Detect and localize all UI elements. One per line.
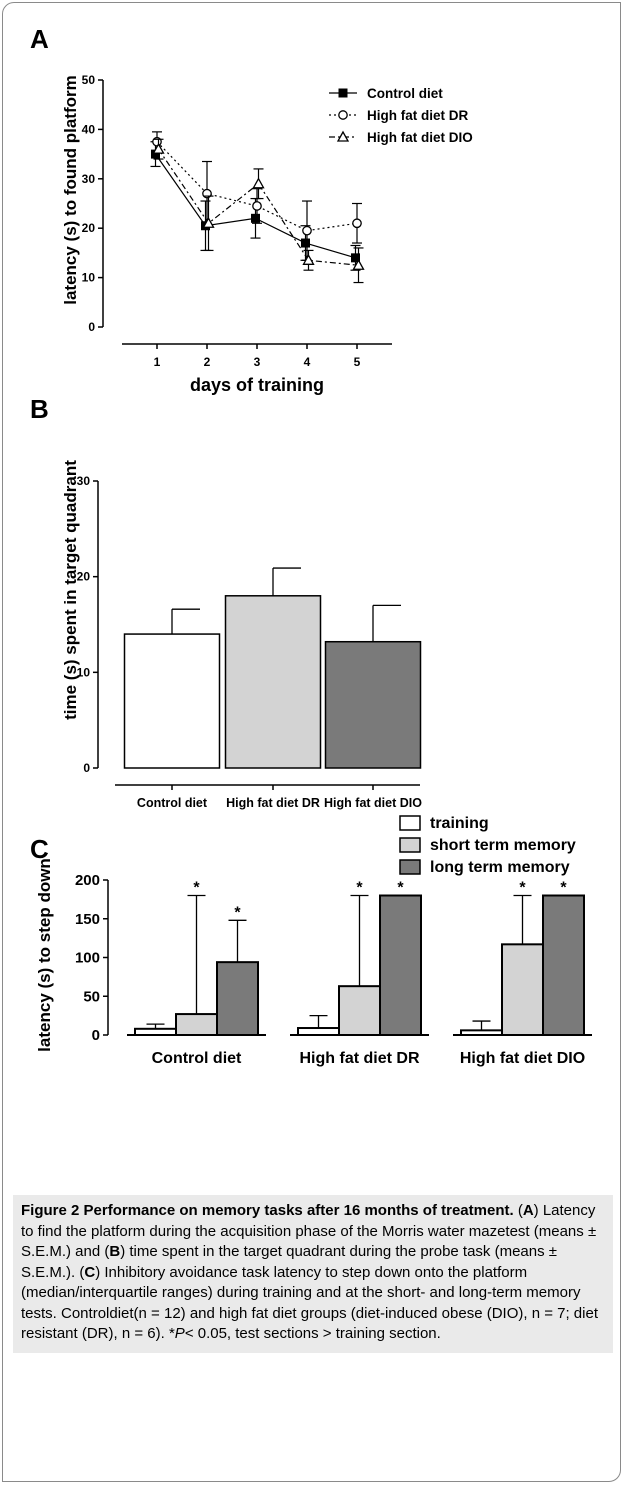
caption-ref-a: A — [522, 1202, 534, 1219]
panel-a-data-point — [351, 253, 360, 263]
panel-a-letter: A — [30, 24, 49, 54]
panel-a-data-point — [302, 253, 315, 265]
panel-a-data-point — [252, 201, 262, 211]
panel-a-x-axis-label: days of training — [190, 375, 324, 395]
panel-a-x-tick-label: 4 — [304, 355, 311, 369]
panel-c-significance-marker: * — [560, 880, 567, 897]
panel-c-legend-label: long term memory — [430, 859, 570, 876]
panel-c-significance-marker: * — [397, 880, 404, 897]
panel-b-y-tick-label: 0 — [83, 761, 90, 775]
caption-ref-b: B — [109, 1243, 121, 1260]
panel-a-y-axis-label: latency (s) to found platform — [61, 75, 80, 305]
panel-a-y-tick-label: 10 — [82, 271, 96, 285]
panel-a-legend-label: High fat diet DR — [367, 108, 468, 123]
panel-c-bar — [501, 943, 544, 1037]
panel-a-data-point — [252, 177, 265, 189]
panel-a-data-point — [151, 149, 160, 159]
panel-c-bar — [379, 894, 422, 1036]
figure-caption: Figure 2 Performance on memory tasks aft… — [13, 1195, 613, 1353]
panel-c-bar — [542, 894, 585, 1036]
panel-c-letter: C — [30, 834, 49, 864]
panel-a-series-line — [158, 148, 359, 266]
panel-b-bar — [324, 640, 422, 769]
figure-canvas: A B C 0 10 20 30 40 50 1 2 3 4 5 days of training la… — [30, 24, 592, 1067]
panel-c-y-axis-label: latency (s) to step down — [35, 858, 54, 1052]
panel-a-legend-label: High fat diet DIO — [367, 130, 473, 145]
panel-b-y-tick-label: 10 — [77, 665, 91, 679]
panel-a-y-tick-label: 20 — [82, 221, 96, 235]
panel-b-bar — [123, 633, 221, 769]
panel-a-y-tick-label: 0 — [88, 320, 95, 334]
panel-c-significance-marker: * — [234, 904, 241, 921]
caption-ref-c: C — [84, 1263, 96, 1281]
panel-c-significance-marker: * — [193, 880, 200, 897]
panel-a-x-tick-label: 1 — [154, 355, 161, 369]
panel-a-data-point — [251, 213, 260, 223]
panel-a-data-point — [302, 225, 312, 236]
panel-b-y-tick-label: 20 — [77, 570, 91, 584]
caption-text-1: ( — [513, 1202, 523, 1219]
panel-a-y-tick-label: 40 — [82, 122, 96, 136]
caption-text-3: ) time spent in the target quadrant duri… — [21, 1243, 558, 1281]
panel-c-bar — [216, 961, 259, 1037]
panel-c-category-label: High fat diet DR — [300, 1050, 420, 1067]
panel-c-legend-label: training — [430, 815, 489, 832]
panel-c-y-tick-label: 50 — [83, 988, 100, 1005]
panel-c-significance-marker: * — [356, 880, 363, 897]
panel-b-category-label: High fat diet DIO — [324, 796, 422, 810]
panel-c-y-tick-label: 200 — [75, 872, 100, 889]
panel-a-legend-marker — [338, 110, 348, 120]
panel-c-legend-swatch — [399, 859, 421, 875]
panel-b-y-axis-label: time (s) spent in target quadrant — [61, 460, 80, 720]
panel-c-legend-label: short term memory — [430, 837, 576, 854]
panel-c-legend-swatch — [399, 815, 421, 831]
panel-c-bar-chart: 0 50 100 150 200 latency (s) to step down * * Co… — [35, 815, 592, 1067]
panel-a-data-point — [352, 218, 362, 229]
panel-c-category-label: Control diet — [152, 1050, 242, 1067]
panel-a-series-line — [156, 141, 358, 232]
panel-a-data-point — [352, 258, 365, 270]
panel-a-legend-marker — [336, 130, 350, 142]
panel-a-x-tick-label: 5 — [354, 355, 361, 369]
panel-c-y-tick-label: 150 — [75, 911, 100, 928]
panel-b-category-label: High fat diet DR — [226, 796, 320, 810]
panel-a-data-point — [152, 142, 165, 154]
panel-b-category-label: Control diet — [137, 796, 208, 810]
panel-c-y-tick-label: 0 — [92, 1027, 100, 1044]
panel-c-bar — [175, 1013, 218, 1037]
panel-b-y-tick-label: 30 — [77, 474, 91, 488]
caption-p-symbol: P — [174, 1325, 185, 1342]
panel-c-category-label: High fat diet DIO — [460, 1050, 585, 1067]
panel-a-legend-marker — [338, 88, 348, 98]
panel-a-y-tick-label: 50 — [82, 73, 96, 87]
panel-a-data-point — [301, 238, 310, 248]
panel-a-data-point — [202, 216, 215, 228]
panel-c-bar — [338, 985, 381, 1036]
panel-c-y-tick-label: 100 — [75, 950, 100, 967]
panel-b-bar — [224, 595, 322, 769]
panel-c-significance-marker: * — [519, 880, 526, 897]
panel-c-legend-swatch — [399, 837, 421, 853]
caption-text-2: ) Latency to find the platform during th… — [21, 1202, 597, 1260]
panel-a-line-chart: 0 10 20 30 40 50 1 2 3 4 5 days of training latency … — [61, 73, 473, 395]
caption-title: Figure 2 Performance on memory tasks aft… — [21, 1202, 514, 1219]
panel-a-x-tick-label: 3 — [254, 355, 261, 369]
panel-a-x-tick-label: 2 — [204, 355, 211, 369]
caption-text-5: < 0.05, test sections > training section… — [184, 1325, 441, 1342]
panel-a-y-tick-label: 30 — [82, 172, 96, 186]
panel-b-letter: B — [30, 394, 49, 424]
panel-c-bar — [297, 1027, 340, 1037]
panel-a-legend-label: Control diet — [367, 86, 443, 101]
caption-text-4: ) Inhibitory avoidance task latency to s… — [21, 1263, 598, 1343]
